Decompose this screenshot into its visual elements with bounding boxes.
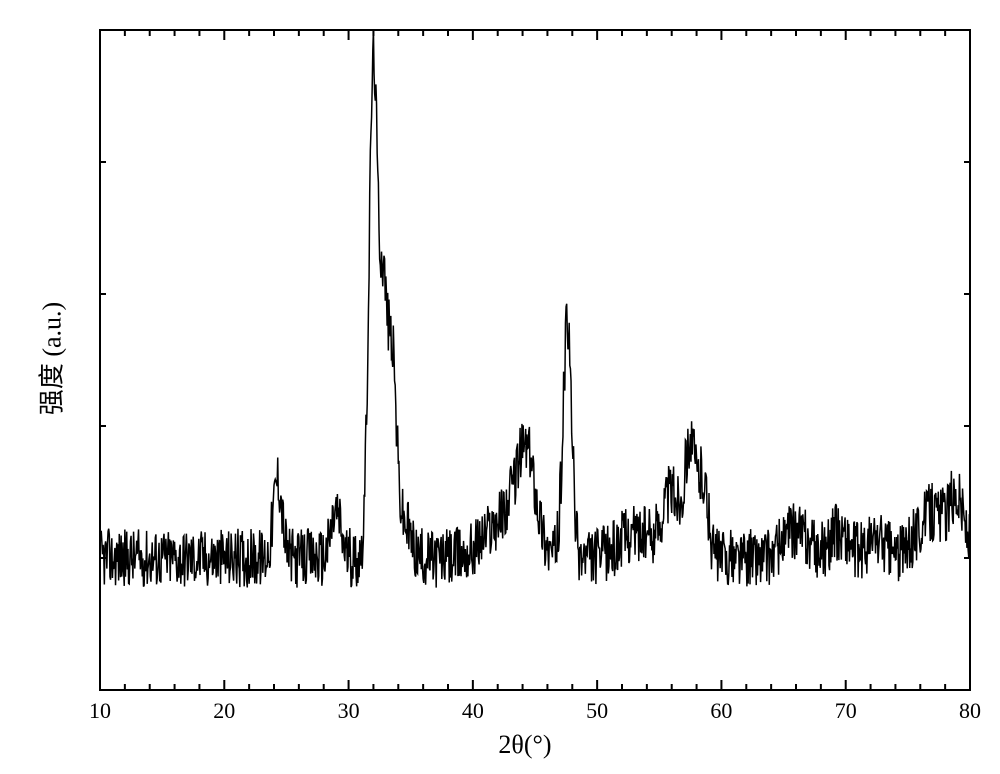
x-tick-label: 50 — [582, 698, 612, 724]
plot-frame — [100, 30, 970, 690]
x-tick-label: 40 — [458, 698, 488, 724]
xrd-trace — [100, 30, 970, 587]
x-tick-label: 20 — [209, 698, 239, 724]
y-axis-label: 强度 (a.u.) — [32, 269, 69, 449]
x-axis-label: 2θ(°) — [450, 730, 600, 760]
x-tick-label: 10 — [85, 698, 115, 724]
x-tick-label: 80 — [955, 698, 985, 724]
xrd-chart-svg — [0, 0, 1000, 774]
x-tick-label: 30 — [334, 698, 364, 724]
x-tick-label: 70 — [831, 698, 861, 724]
x-tick-label: 60 — [706, 698, 736, 724]
chart-container: 强度 (a.u.) 2θ(°) 10 20 30 40 50 60 70 80 — [0, 0, 1000, 774]
